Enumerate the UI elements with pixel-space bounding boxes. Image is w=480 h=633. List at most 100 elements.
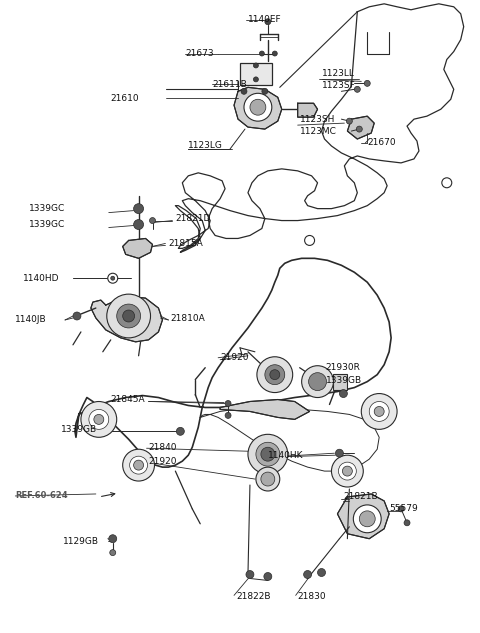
Polygon shape xyxy=(220,399,310,420)
Text: 21670: 21670 xyxy=(367,137,396,146)
Circle shape xyxy=(374,406,384,417)
Circle shape xyxy=(261,472,275,486)
Circle shape xyxy=(111,276,115,280)
Circle shape xyxy=(339,389,348,398)
Polygon shape xyxy=(234,87,282,129)
Circle shape xyxy=(262,89,268,94)
Circle shape xyxy=(336,449,343,457)
Bar xyxy=(334,373,348,389)
Circle shape xyxy=(338,462,356,480)
Circle shape xyxy=(301,366,334,398)
Circle shape xyxy=(256,442,280,466)
Circle shape xyxy=(257,357,293,392)
Circle shape xyxy=(354,86,360,92)
Text: 1123LL: 1123LL xyxy=(322,69,354,78)
Circle shape xyxy=(265,19,271,25)
Circle shape xyxy=(107,294,151,338)
Text: 21920: 21920 xyxy=(148,456,177,466)
Text: 1140HK: 1140HK xyxy=(268,451,303,460)
Text: 21845A: 21845A xyxy=(111,395,145,404)
Circle shape xyxy=(253,77,258,82)
Text: 1140JB: 1140JB xyxy=(15,315,47,325)
Text: 21840: 21840 xyxy=(148,442,177,452)
Circle shape xyxy=(244,93,272,121)
Circle shape xyxy=(248,434,288,474)
Circle shape xyxy=(398,506,404,512)
Text: REF.60-624: REF.60-624 xyxy=(15,491,68,501)
Circle shape xyxy=(176,427,184,436)
Circle shape xyxy=(318,568,325,577)
Circle shape xyxy=(150,218,156,223)
Circle shape xyxy=(356,126,362,132)
Text: 55579: 55579 xyxy=(389,505,418,513)
Text: 1123SH: 1123SH xyxy=(300,115,335,123)
Text: 1339GC: 1339GC xyxy=(29,220,65,229)
Circle shape xyxy=(369,401,389,422)
Text: 1140EF: 1140EF xyxy=(248,15,282,24)
Polygon shape xyxy=(123,239,153,258)
Circle shape xyxy=(361,394,397,429)
Circle shape xyxy=(364,80,370,86)
Circle shape xyxy=(110,549,116,556)
Circle shape xyxy=(256,467,280,491)
Circle shape xyxy=(261,448,275,461)
Circle shape xyxy=(133,460,144,470)
Circle shape xyxy=(342,466,352,476)
Circle shape xyxy=(360,511,375,527)
Text: 21920: 21920 xyxy=(220,353,249,362)
Bar xyxy=(240,63,272,85)
Text: 1123LG: 1123LG xyxy=(188,142,223,151)
Circle shape xyxy=(225,413,231,418)
Circle shape xyxy=(259,51,264,56)
Circle shape xyxy=(250,99,266,115)
Circle shape xyxy=(246,570,254,579)
Circle shape xyxy=(253,63,258,68)
Circle shape xyxy=(117,304,141,328)
Circle shape xyxy=(123,449,155,481)
Circle shape xyxy=(309,373,326,391)
Circle shape xyxy=(109,535,117,542)
Circle shape xyxy=(304,570,312,579)
Text: 21822B: 21822B xyxy=(236,592,271,601)
Text: 21830: 21830 xyxy=(298,592,326,601)
Circle shape xyxy=(347,118,352,124)
Text: 1339GB: 1339GB xyxy=(325,376,361,385)
Text: 1123SF: 1123SF xyxy=(322,81,355,90)
Text: 21821B: 21821B xyxy=(343,492,378,501)
Circle shape xyxy=(264,572,272,580)
Circle shape xyxy=(123,310,134,322)
Polygon shape xyxy=(337,494,389,539)
Polygon shape xyxy=(348,116,374,139)
Text: 1339GC: 1339GC xyxy=(29,204,65,213)
Circle shape xyxy=(241,89,247,94)
Circle shape xyxy=(130,456,147,474)
Circle shape xyxy=(305,235,314,246)
Circle shape xyxy=(81,401,117,437)
Circle shape xyxy=(353,505,381,533)
Text: 21810A: 21810A xyxy=(170,315,205,323)
Text: 1129GB: 1129GB xyxy=(63,537,99,546)
Text: 1339GB: 1339GB xyxy=(61,425,97,434)
Text: 21930R: 21930R xyxy=(325,363,360,372)
Text: 21673: 21673 xyxy=(185,49,214,58)
Text: 1123MC: 1123MC xyxy=(300,127,336,135)
Text: 21611B: 21611B xyxy=(212,80,247,89)
Circle shape xyxy=(89,410,109,429)
Text: 21821D: 21821D xyxy=(175,214,211,223)
Circle shape xyxy=(404,520,410,526)
Polygon shape xyxy=(91,296,162,342)
Circle shape xyxy=(133,204,144,213)
Circle shape xyxy=(108,273,118,283)
Circle shape xyxy=(225,401,231,406)
Circle shape xyxy=(272,51,277,56)
Circle shape xyxy=(442,178,452,188)
Circle shape xyxy=(73,312,81,320)
Text: 21610: 21610 xyxy=(111,94,139,103)
Text: 21815A: 21815A xyxy=(168,239,203,248)
Circle shape xyxy=(133,220,144,230)
Text: 1140HD: 1140HD xyxy=(23,273,60,283)
Circle shape xyxy=(270,370,280,380)
Circle shape xyxy=(265,365,285,385)
Circle shape xyxy=(332,455,363,487)
Polygon shape xyxy=(298,103,318,117)
